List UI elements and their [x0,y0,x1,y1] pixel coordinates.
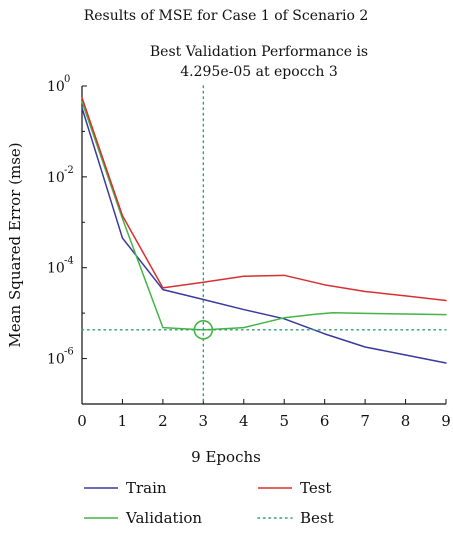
series-line-validation [81,101,447,331]
x-tick-label: 9 [441,412,451,430]
y-tick-label-base: 10 [47,170,65,186]
legend-label-test: Test [300,479,331,497]
y-axis-label: Mean Squared Error (mse) [6,142,24,347]
x-tick-label: 3 [199,412,209,430]
x-tick-label: 5 [279,412,289,430]
x-tick-label: 8 [401,412,411,430]
y-tick-label-base: 10 [47,352,65,368]
best-validation-marker [193,320,214,340]
chart-subtitle-line-1: Best Validation Performance is [150,44,368,60]
legend-label-train: Train [126,479,167,497]
x-tick-label: 7 [360,412,370,430]
x-tick-label: 6 [320,412,330,430]
x-tick-label: 2 [158,412,168,430]
y-tick-label-exponent: -6 [64,347,74,358]
legend-label-validation: Validation [125,509,202,527]
y-tick-label-base: 10 [47,261,65,277]
x-axis-label: 9 Epochs [191,448,261,466]
y-tick-label-exponent: -2 [64,165,74,176]
legend-label-best: Best [300,509,334,527]
chart-title: Results of MSE for Case 1 of Scenario 2 [84,8,369,24]
series-line-test [81,97,447,302]
y-tick-label-exponent: 0 [64,74,70,85]
x-tick-label: 4 [239,412,249,430]
series-line-train [81,107,447,364]
chart-subtitle-line-2: 4.295e-05 at epocch 3 [180,64,338,80]
y-tick-label-base: 10 [47,79,65,95]
x-tick-label: 0 [77,412,87,430]
y-tick-label-exponent: -4 [64,256,74,267]
x-tick-label: 1 [118,412,128,430]
